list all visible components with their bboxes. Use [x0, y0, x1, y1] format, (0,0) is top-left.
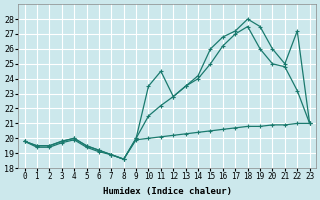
X-axis label: Humidex (Indice chaleur): Humidex (Indice chaleur) — [103, 187, 232, 196]
